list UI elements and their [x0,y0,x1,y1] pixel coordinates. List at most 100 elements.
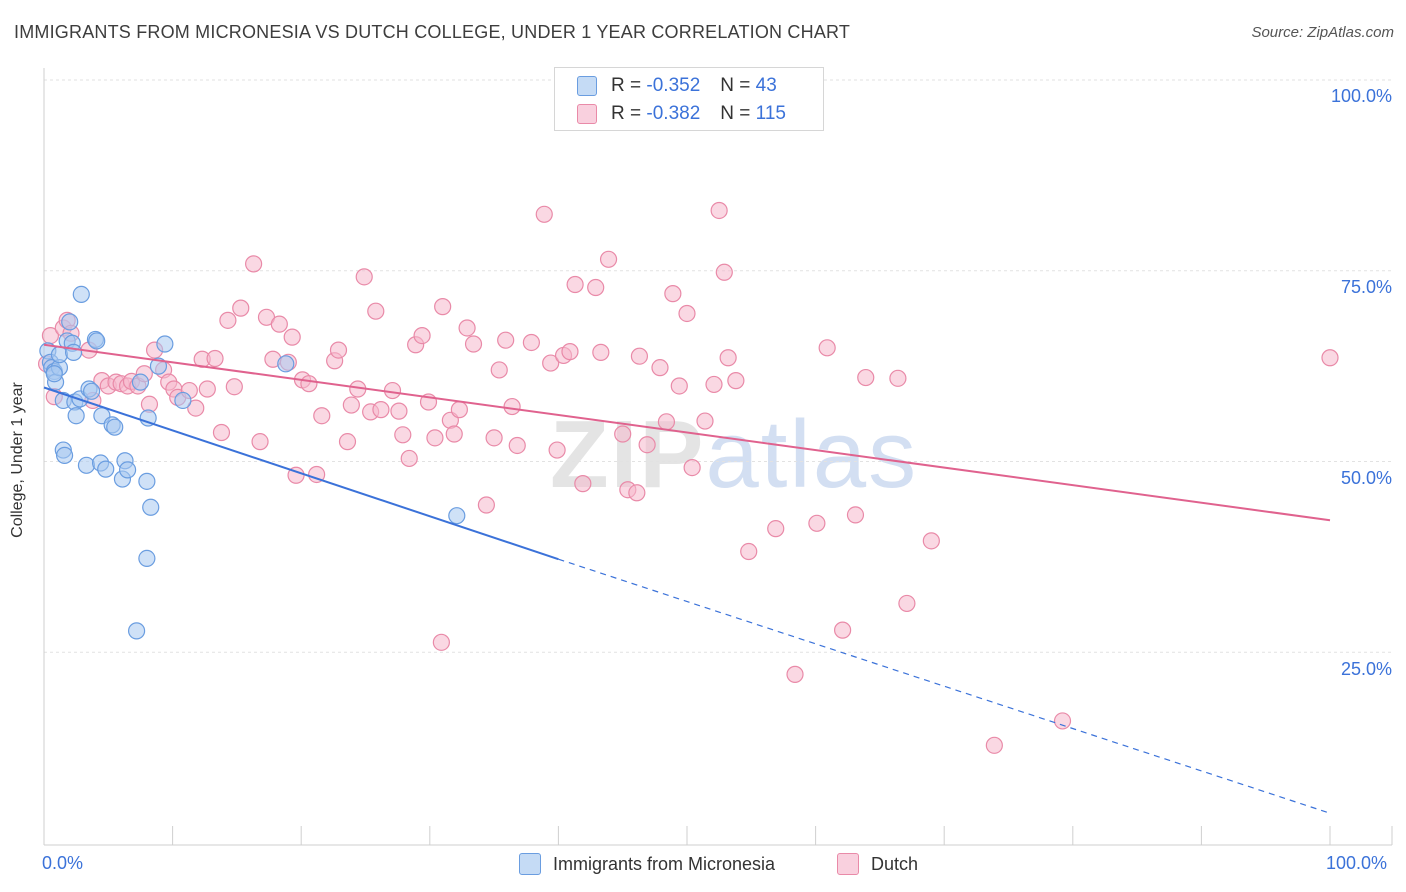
dutch-point [1053,712,1072,730]
micronesia-point [156,335,174,353]
dutch-point [846,506,865,524]
bottom-legend-dutch[interactable]: Dutch [837,852,918,876]
dutch-point [678,304,696,323]
dutch-point [574,475,592,493]
dutch-point [426,429,444,447]
micronesia-point [97,460,115,478]
x-tick-label: 100.0% [1326,853,1388,873]
dutch-point [535,205,553,223]
micronesia-point [138,472,156,490]
dutch-point [245,255,263,273]
dutch-point [251,433,269,451]
dutch-point [664,285,682,303]
micronesia-point [448,507,466,525]
dutch-point [587,278,605,297]
dutch-point [696,412,714,430]
dutch-point [592,343,610,361]
legend-label: Dutch [871,853,919,874]
dutch-point [232,299,250,317]
dutch-trend-line [43,343,1331,522]
dutch-point [300,375,318,393]
bottom-legend-micronesia[interactable]: Immigrants from Micronesia [519,852,775,876]
dutch-point [464,335,483,353]
dutch-point [394,426,412,444]
micronesia-point [142,498,160,516]
dutch-point [561,343,579,361]
dutch-point [715,263,733,281]
dutch-point [367,302,385,320]
dutch-point [628,484,646,502]
dutch-points [37,201,1339,754]
dutch-point [308,465,326,484]
micronesia-point [131,373,150,391]
legend-swatch-blue [577,76,597,96]
dutch-point [818,339,836,357]
dutch-point [767,520,785,538]
dutch-point [898,594,916,613]
source-label: Source: ZipAtlas.com [1251,24,1394,41]
dutch-point [383,381,402,400]
legend-r-label: R = [611,103,642,124]
dutch-point [329,341,348,359]
trend-lines [43,343,1331,814]
y-tick-label: 25.0% [1340,659,1392,679]
micronesia-point [149,357,168,375]
dutch-point [719,349,737,367]
dutch-point [445,425,463,443]
dutch-point [638,436,656,454]
micronesia-point [127,622,146,640]
dutch-point [857,368,875,387]
legend-n-label: N = [720,75,751,96]
dutch-point [212,423,231,442]
legend-r-label: R = [611,75,642,96]
micronesia-point [277,355,295,373]
dutch-point [187,399,205,417]
x-tick-label: 0.0% [42,853,84,873]
dutch-point [338,433,357,451]
dutch-point [808,514,826,532]
dutch-point [432,633,450,651]
micronesia-point [82,382,101,400]
dutch-point [434,298,452,316]
dutch-point [922,532,940,550]
y-axis-label: College, Under 1 year [9,382,26,538]
micronesia-point [174,391,192,410]
micronesia-point [64,343,83,361]
dutch-point [566,275,584,294]
dutch-point [548,441,566,459]
legend-n-value: 43 [755,75,777,96]
dutch-point [198,380,216,398]
dutch-point [651,359,669,377]
dutch-point [283,328,301,346]
micronesia-point [55,446,74,464]
micronesia-point [139,409,157,427]
chart-title: IMMIGRANTS FROM MICRONESIA VS DUTCH COLL… [14,22,851,42]
dutch-point [458,319,476,337]
dutch-point [889,369,907,387]
dutch-point [710,201,728,220]
legend-row-micronesia: R = -0.352 N = 43 [577,73,777,99]
micronesia-point [118,461,137,479]
dutch-point [497,331,515,349]
legend-swatch-blue [519,853,541,875]
legend-swatch-pink [837,853,859,875]
micronesia-point [45,365,63,383]
legend-swatch-pink [577,104,597,124]
dutch-point [450,401,468,419]
dutch-point [542,354,560,372]
dutch-point [206,349,224,368]
dutch-point [683,459,701,477]
correlation-legend: R = -0.352 N = 43 R = -0.382 N = 115 [554,67,824,131]
micronesia-point [61,313,79,331]
watermark-atlas: atlas [705,401,919,508]
dutch-point [508,436,526,455]
dutch-point [599,250,618,268]
micronesia-point [138,549,156,568]
dutch-point [985,736,1003,754]
micronesia-point [67,407,85,425]
legend-n-label: N = [720,103,751,124]
legend-r-value: -0.352 [646,75,701,96]
legend-r-value: -0.382 [646,103,701,124]
dutch-point [630,347,649,365]
